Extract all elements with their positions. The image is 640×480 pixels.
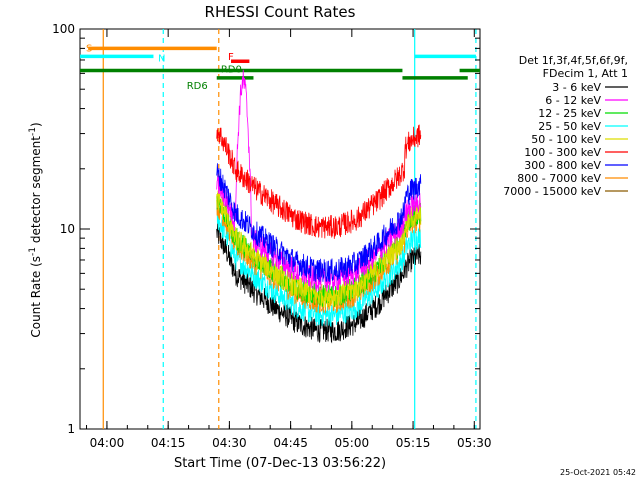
x-axis-label: Start Time (07-Dec-13 03:56:22): [174, 456, 386, 471]
series-300-800-kev: [216, 163, 422, 282]
x-tick-label-05-30: 05:30: [457, 436, 492, 450]
y-axis-label-part2: detector segment: [29, 136, 43, 247]
legend-label-25-50-kev: 25 - 50 keV: [538, 120, 601, 133]
series-100-300-kev: [216, 124, 422, 239]
flag-label-n: N: [158, 53, 165, 64]
legend-label-3-6-kev: 3 - 6 keV: [552, 81, 601, 94]
x-tick-label-05-15: 05:15: [396, 436, 431, 450]
y-tick-label-10: 10: [60, 222, 75, 236]
flag-bars: S N F RD0 RD6: [80, 43, 480, 92]
y-tick-label-100: 100: [52, 22, 75, 36]
legend-label-800-7000-kev: 800 - 7000 keV: [517, 172, 601, 185]
legend-header-line2: FDecim 1, Att 1: [543, 67, 628, 80]
series-3-6-kev: [216, 222, 422, 344]
y-axis-label-sup1: -1: [28, 247, 38, 256]
x-tick-label-04-30: 04:30: [212, 436, 247, 450]
legend-label-50-100-kev: 50 - 100 keV: [531, 133, 601, 146]
y-axis-label-sup2: -1: [28, 127, 38, 136]
flag-label-f: F: [228, 52, 234, 63]
y-axis-label-part1: Count Rate (s: [29, 256, 43, 338]
legend-header-line1: Det 1f,3f,4f,5f,6f,9f,: [519, 54, 628, 67]
x-tick-label-04-45: 04:45: [273, 436, 308, 450]
chart-title: RHESSI Count Rates: [205, 3, 356, 21]
legend-label-7000-15000-kev: 7000 - 15000 keV: [503, 185, 601, 198]
legend-label-12-25-kev: 12 - 25 keV: [538, 107, 601, 120]
y-axis-ticks: 1 10 100: [52, 22, 480, 436]
y-tick-label-1: 1: [67, 422, 75, 436]
footer-timestamp: 25-Oct-2021 05:42: [560, 468, 636, 477]
flag-label-s: S: [86, 43, 92, 54]
x-tick-label-04-15: 04:15: [151, 436, 186, 450]
legend-label-300-800-kev: 300 - 800 keV: [524, 159, 601, 172]
legend-label-6-12-kev: 6 - 12 keV: [545, 94, 601, 107]
data-series: [216, 69, 422, 344]
x-tick-label-04-00: 04:00: [90, 436, 125, 450]
y-axis-label-part3: ): [29, 122, 43, 127]
y-axis-label: Count Rate (s-1 detector segment-1): [28, 122, 43, 337]
x-axis-ticks: 04:00 04:15 04:30 04:45 05:00 05:15 05:30: [86, 29, 492, 450]
legend-label-100-300-kev: 100 - 300 keV: [524, 146, 601, 159]
x-tick-label-05-00: 05:00: [335, 436, 370, 450]
flag-label-rd0: RD0: [221, 65, 242, 76]
flag-label-rd6: RD6: [187, 81, 208, 92]
legend: Det 1f,3f,4f,5f,6f,9f, FDecim 1, Att 1 3…: [503, 54, 628, 198]
